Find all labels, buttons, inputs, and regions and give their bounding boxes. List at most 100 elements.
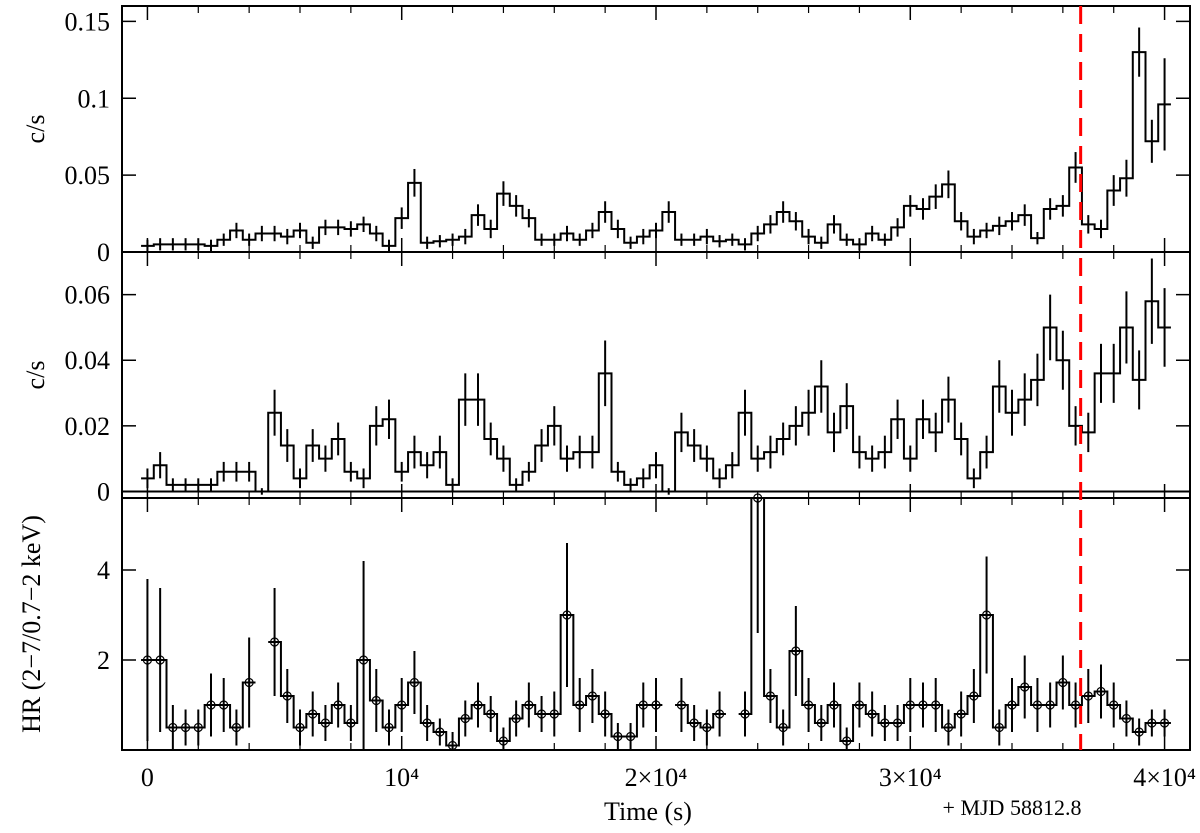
x-tick-label: 0 bbox=[141, 763, 154, 792]
data-point bbox=[1045, 700, 1055, 710]
data-point bbox=[371, 695, 381, 706]
data-point bbox=[244, 677, 254, 688]
data-point bbox=[193, 722, 203, 733]
y-tick-label: 0 bbox=[97, 477, 110, 506]
data-point bbox=[842, 736, 852, 746]
data-point bbox=[562, 610, 572, 620]
y-axis-label: c/s bbox=[21, 361, 50, 390]
data-point bbox=[447, 740, 458, 751]
step-series bbox=[141, 497, 1171, 747]
data-point bbox=[905, 700, 915, 710]
data-point bbox=[1147, 718, 1157, 728]
x-tick-label: 4×10⁴ bbox=[1133, 763, 1196, 792]
data-point bbox=[536, 709, 547, 719]
data-point bbox=[931, 700, 941, 710]
data-point bbox=[498, 736, 509, 746]
data-point bbox=[918, 700, 928, 710]
data-point bbox=[892, 718, 903, 728]
data-point bbox=[625, 731, 636, 742]
y-tick-label: 0.02 bbox=[65, 412, 111, 441]
data-point bbox=[269, 637, 280, 647]
data-point bbox=[397, 700, 407, 710]
data-point bbox=[308, 709, 318, 719]
data-point bbox=[1134, 727, 1144, 737]
step-series bbox=[141, 51, 1171, 247]
data-point bbox=[549, 709, 559, 719]
y-tick-label: 0.06 bbox=[65, 281, 111, 310]
data-point bbox=[778, 722, 788, 733]
data-point bbox=[575, 700, 585, 710]
data-point bbox=[1070, 700, 1081, 710]
data-point bbox=[473, 700, 483, 710]
data-point bbox=[1159, 718, 1170, 728]
data-point bbox=[816, 718, 826, 728]
data-point bbox=[1007, 700, 1017, 710]
data-point bbox=[142, 655, 153, 665]
data-point bbox=[1083, 691, 1093, 701]
data-point bbox=[168, 722, 178, 733]
data-point bbox=[981, 610, 992, 620]
data-point bbox=[486, 709, 496, 719]
data-point bbox=[740, 709, 750, 719]
data-point bbox=[460, 713, 470, 724]
data-point bbox=[854, 700, 865, 710]
data-point bbox=[409, 677, 420, 688]
data-point bbox=[638, 700, 648, 710]
x-axis: Time (s) + MJD 58812.8 0 10⁴ 2×10⁴ 3×10⁴ 4×1… bbox=[141, 763, 1196, 826]
data-point bbox=[969, 691, 979, 701]
data-point bbox=[943, 722, 954, 733]
panel-soft-band-count-rate: 0 0.05 0.1 0.15 c/s bbox=[21, 5, 1191, 267]
data-point bbox=[1020, 682, 1030, 692]
data-point bbox=[1121, 713, 1132, 724]
data-point bbox=[765, 691, 776, 701]
y-tick-label: 0 bbox=[97, 238, 110, 267]
x-axis-label: Time (s) bbox=[604, 797, 692, 826]
data-point bbox=[231, 722, 242, 733]
data-point bbox=[613, 731, 623, 742]
x-tick-label: 2×10⁴ bbox=[625, 763, 688, 792]
x-tick-label: 3×10⁴ bbox=[879, 763, 942, 792]
panel-hardness-ratio: 2 4 HR (2−7/0.7−2 keV) bbox=[17, 493, 1191, 751]
data-point bbox=[791, 646, 801, 656]
y-tick-label: 0.04 bbox=[65, 346, 111, 375]
data-point bbox=[1096, 686, 1106, 697]
data-point bbox=[803, 700, 814, 710]
y-axis-label: HR (2−7/0.7−2 keV) bbox=[17, 515, 46, 733]
data-point bbox=[702, 722, 712, 733]
data-point bbox=[867, 709, 877, 719]
data-point bbox=[587, 691, 598, 701]
y-axis-label: c/s bbox=[21, 115, 50, 144]
x-tick-label: 10⁴ bbox=[384, 763, 419, 792]
y-tick-label: 0.15 bbox=[65, 7, 111, 36]
data-point bbox=[511, 713, 521, 724]
y-tick-label: 0.1 bbox=[78, 84, 111, 113]
data-point bbox=[1032, 700, 1043, 710]
data-point bbox=[219, 700, 229, 710]
y-tick-label: 2 bbox=[97, 646, 110, 675]
data-point bbox=[155, 655, 165, 665]
data-point bbox=[295, 722, 305, 733]
data-point bbox=[1058, 677, 1068, 688]
data-point bbox=[320, 718, 331, 728]
data-point bbox=[829, 700, 839, 710]
data-point bbox=[753, 493, 763, 503]
data-point bbox=[358, 655, 369, 665]
data-point bbox=[600, 709, 610, 719]
x-offset-label: + MJD 58812.8 bbox=[943, 795, 1082, 820]
panel-hard-band-count-rate: 0 0.02 0.04 0.06 c/s bbox=[21, 251, 1191, 506]
data-point bbox=[333, 700, 343, 710]
y-tick-label: 4 bbox=[97, 556, 110, 585]
data-point bbox=[676, 700, 687, 710]
data-point bbox=[282, 691, 292, 701]
data-point bbox=[206, 700, 216, 710]
data-point bbox=[714, 709, 725, 719]
data-point bbox=[422, 718, 432, 728]
data-point bbox=[1109, 700, 1119, 710]
data-point bbox=[689, 718, 699, 728]
data-point bbox=[180, 722, 191, 733]
data-point bbox=[435, 727, 445, 737]
data-point bbox=[346, 718, 356, 728]
y-tick-label: 0.05 bbox=[65, 161, 111, 190]
data-point bbox=[524, 700, 534, 710]
